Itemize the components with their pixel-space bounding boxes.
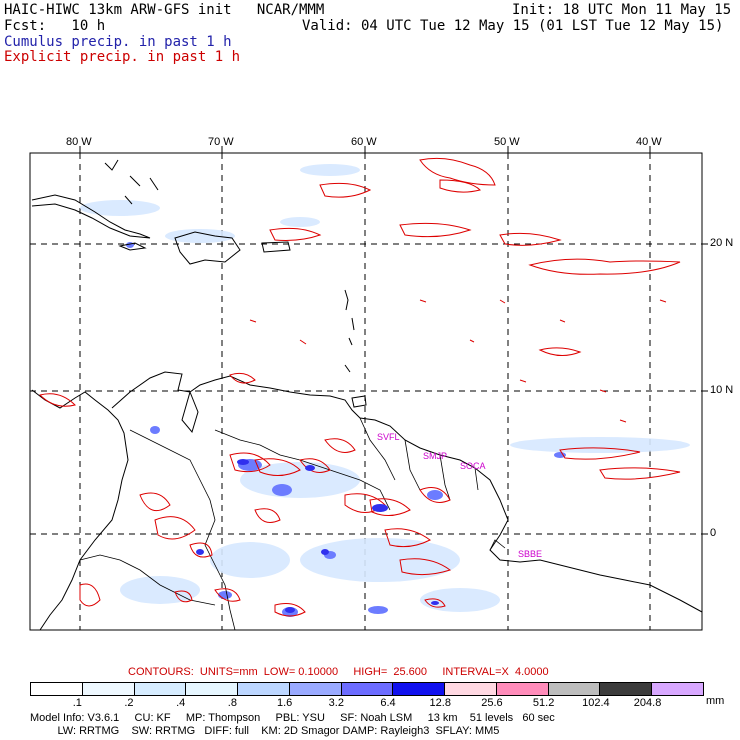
color-scale [30,682,704,696]
scale-cell [289,683,342,695]
lat-label: 20 N [710,237,734,249]
scale-cell [393,683,446,695]
scale-tick-label: 102.4 [582,697,610,709]
scale-cell [82,683,135,695]
tick-marks [79,146,708,535]
scale-cell [548,683,601,695]
header-title: HAIC-HIWC 13km ARW-GFS init NCAR/MMM [4,2,325,18]
scale-tick-label: .1 [72,697,82,709]
lon-label: 70 W [208,136,234,148]
scale-cell [600,683,653,695]
scale-cell [134,683,187,695]
lon-label: 40 W [636,136,662,148]
scale-cell [445,683,497,695]
scale-cell [341,683,394,695]
model-info-line1: Model Info: V3.6.1 CU: KF MP: Thompson P… [30,712,555,724]
lat-label: 10 N [710,384,734,396]
model-info-line2: LW: RRTMG SW: RRTMG DIFF: full KM: 2D Sm… [30,725,500,737]
scale-tick-label: 25.6 [481,697,503,709]
scale-tick-label: .4 [176,697,186,709]
scale-cell [652,683,703,695]
cumulus-light [80,164,690,612]
scale-cell [186,683,239,695]
header-init: Init: 18 UTC Mon 11 May 15 [512,2,732,18]
header-valid: Valid: 04 UTC Tue 12 May 15 (01 LST Tue … [302,18,724,34]
station-label: SMJP [423,451,448,461]
station-label: SVFL [377,432,400,442]
scale-tick-label: 51.2 [532,697,555,709]
header-forecast: Fcst: 10 h [4,18,106,34]
scale-tick-label: .2 [124,697,134,709]
legend-cumulus: Cumulus precip. in past 1 h [4,34,232,50]
scale-cell [31,683,83,695]
scale-tick-label: 1.6 [276,697,293,709]
explicit-precip [39,157,681,617]
lon-label: 50 W [494,136,520,148]
explicit-cores [196,459,439,613]
scale-tick-label: 6.4 [380,697,396,709]
scale-tick-label: 12.8 [429,697,451,709]
lon-label: 80 W [66,136,92,148]
lat-label: 0 [710,527,717,539]
station-label: SOCA [460,461,486,471]
scale-cell [496,683,549,695]
lon-label: 60 W [351,136,377,148]
contours-info: CONTOURS: UNITS=mm LOW= 0.10000 HIGH= 25… [128,666,549,678]
scale-cell [238,683,290,695]
scale-tick-label: 3.2 [328,697,344,709]
legend-explicit: Explicit precip. in past 1 h [4,49,241,65]
scale-tick-label: 204.8 [633,697,662,709]
scale-units: mm [706,695,725,707]
scale-tick-label: .8 [227,697,237,709]
station-label: SBBE [518,549,543,559]
